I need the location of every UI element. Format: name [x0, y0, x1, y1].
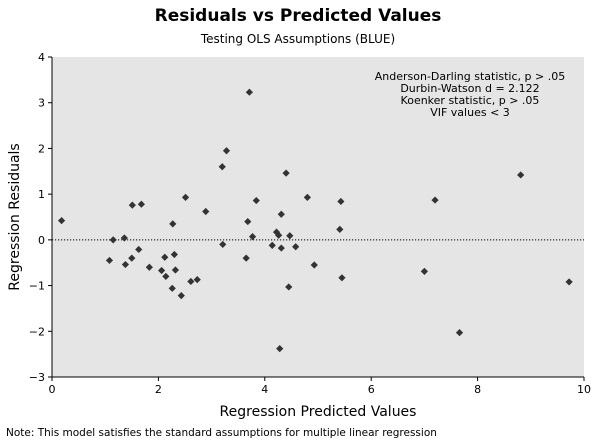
data-point	[162, 272, 170, 281]
plot-area	[52, 57, 584, 377]
y-axis-ticks: −3 −2 −1 0 1 2 3 4	[29, 51, 52, 384]
data-point	[187, 277, 195, 286]
data-point	[455, 329, 464, 337]
y-tick-label: −2	[29, 325, 45, 338]
data-point	[245, 88, 253, 96]
x-axis-label: Regression Predicted Values	[220, 404, 417, 420]
data-point	[252, 196, 260, 205]
data-point	[137, 200, 145, 208]
annotation-line: Anderson-Darling statistic, p > .05	[375, 70, 565, 83]
y-tick-label: 3	[38, 97, 45, 110]
x-tick-label: 10	[577, 383, 591, 396]
data-point	[219, 240, 227, 249]
data-point	[268, 241, 276, 249]
data-point	[336, 225, 344, 233]
y-tick-label: 1	[38, 188, 45, 201]
data-point	[168, 284, 176, 292]
data-point	[193, 276, 201, 284]
x-axis-ticks: 0 2 4 6 8 10	[49, 377, 591, 396]
data-points	[57, 88, 573, 353]
data-point	[303, 193, 311, 201]
x-tick-label: 8	[474, 383, 481, 396]
data-point	[286, 232, 294, 240]
footnote: Note: This model satisfies the standard …	[6, 427, 437, 439]
data-point	[420, 267, 428, 275]
data-point	[272, 228, 281, 236]
x-tick-label: 2	[155, 383, 162, 396]
data-point	[145, 263, 153, 271]
y-tick-label: 0	[38, 234, 45, 247]
data-point	[275, 231, 283, 239]
data-point	[276, 345, 284, 353]
y-tick-label: −1	[29, 280, 45, 293]
annotation-line: Durbin-Watson d = 2.122	[400, 82, 539, 95]
x-tick-label: 0	[49, 383, 56, 396]
data-point	[285, 283, 293, 291]
data-point	[565, 278, 573, 286]
data-point	[222, 147, 231, 155]
data-point	[292, 243, 300, 251]
data-point	[282, 169, 290, 177]
data-point	[128, 254, 136, 262]
data-point	[337, 197, 345, 206]
data-point	[128, 201, 136, 209]
data-point	[157, 266, 166, 275]
data-point	[120, 234, 128, 242]
annotation-line: VIF values < 3	[430, 106, 510, 119]
data-point	[248, 233, 257, 241]
data-point	[242, 254, 250, 262]
chart-subtitle: Testing OLS Assumptions (BLUE)	[200, 32, 395, 46]
data-point	[218, 163, 226, 171]
y-axis-label: Regression Residuals	[7, 143, 23, 290]
data-point	[244, 217, 252, 226]
data-point	[202, 207, 210, 216]
y-tick-label: 4	[38, 51, 45, 64]
statistics-annotation: Anderson-Darling statistic, p > .05 Durb…	[375, 70, 565, 119]
chart-title: Residuals vs Predicted Values	[155, 6, 442, 26]
data-point	[338, 274, 346, 282]
data-point	[517, 171, 525, 179]
data-point	[105, 256, 114, 265]
data-point	[277, 244, 285, 252]
data-point	[57, 217, 66, 225]
y-tick-label: 2	[38, 142, 45, 155]
data-point	[109, 236, 117, 244]
x-tick-label: 4	[261, 383, 268, 396]
data-point	[135, 245, 143, 254]
x-tick-label: 6	[368, 383, 375, 396]
data-point	[169, 220, 177, 228]
data-point	[161, 253, 169, 261]
data-point	[277, 210, 285, 218]
data-point	[310, 261, 318, 269]
data-point	[170, 250, 178, 259]
data-point	[177, 292, 185, 300]
annotation-line: Koenker statistic, p > .05	[401, 94, 540, 107]
data-point	[171, 266, 180, 274]
data-point	[181, 193, 190, 201]
data-point	[121, 260, 130, 269]
data-point	[431, 196, 439, 204]
y-tick-label: −3	[29, 371, 45, 384]
